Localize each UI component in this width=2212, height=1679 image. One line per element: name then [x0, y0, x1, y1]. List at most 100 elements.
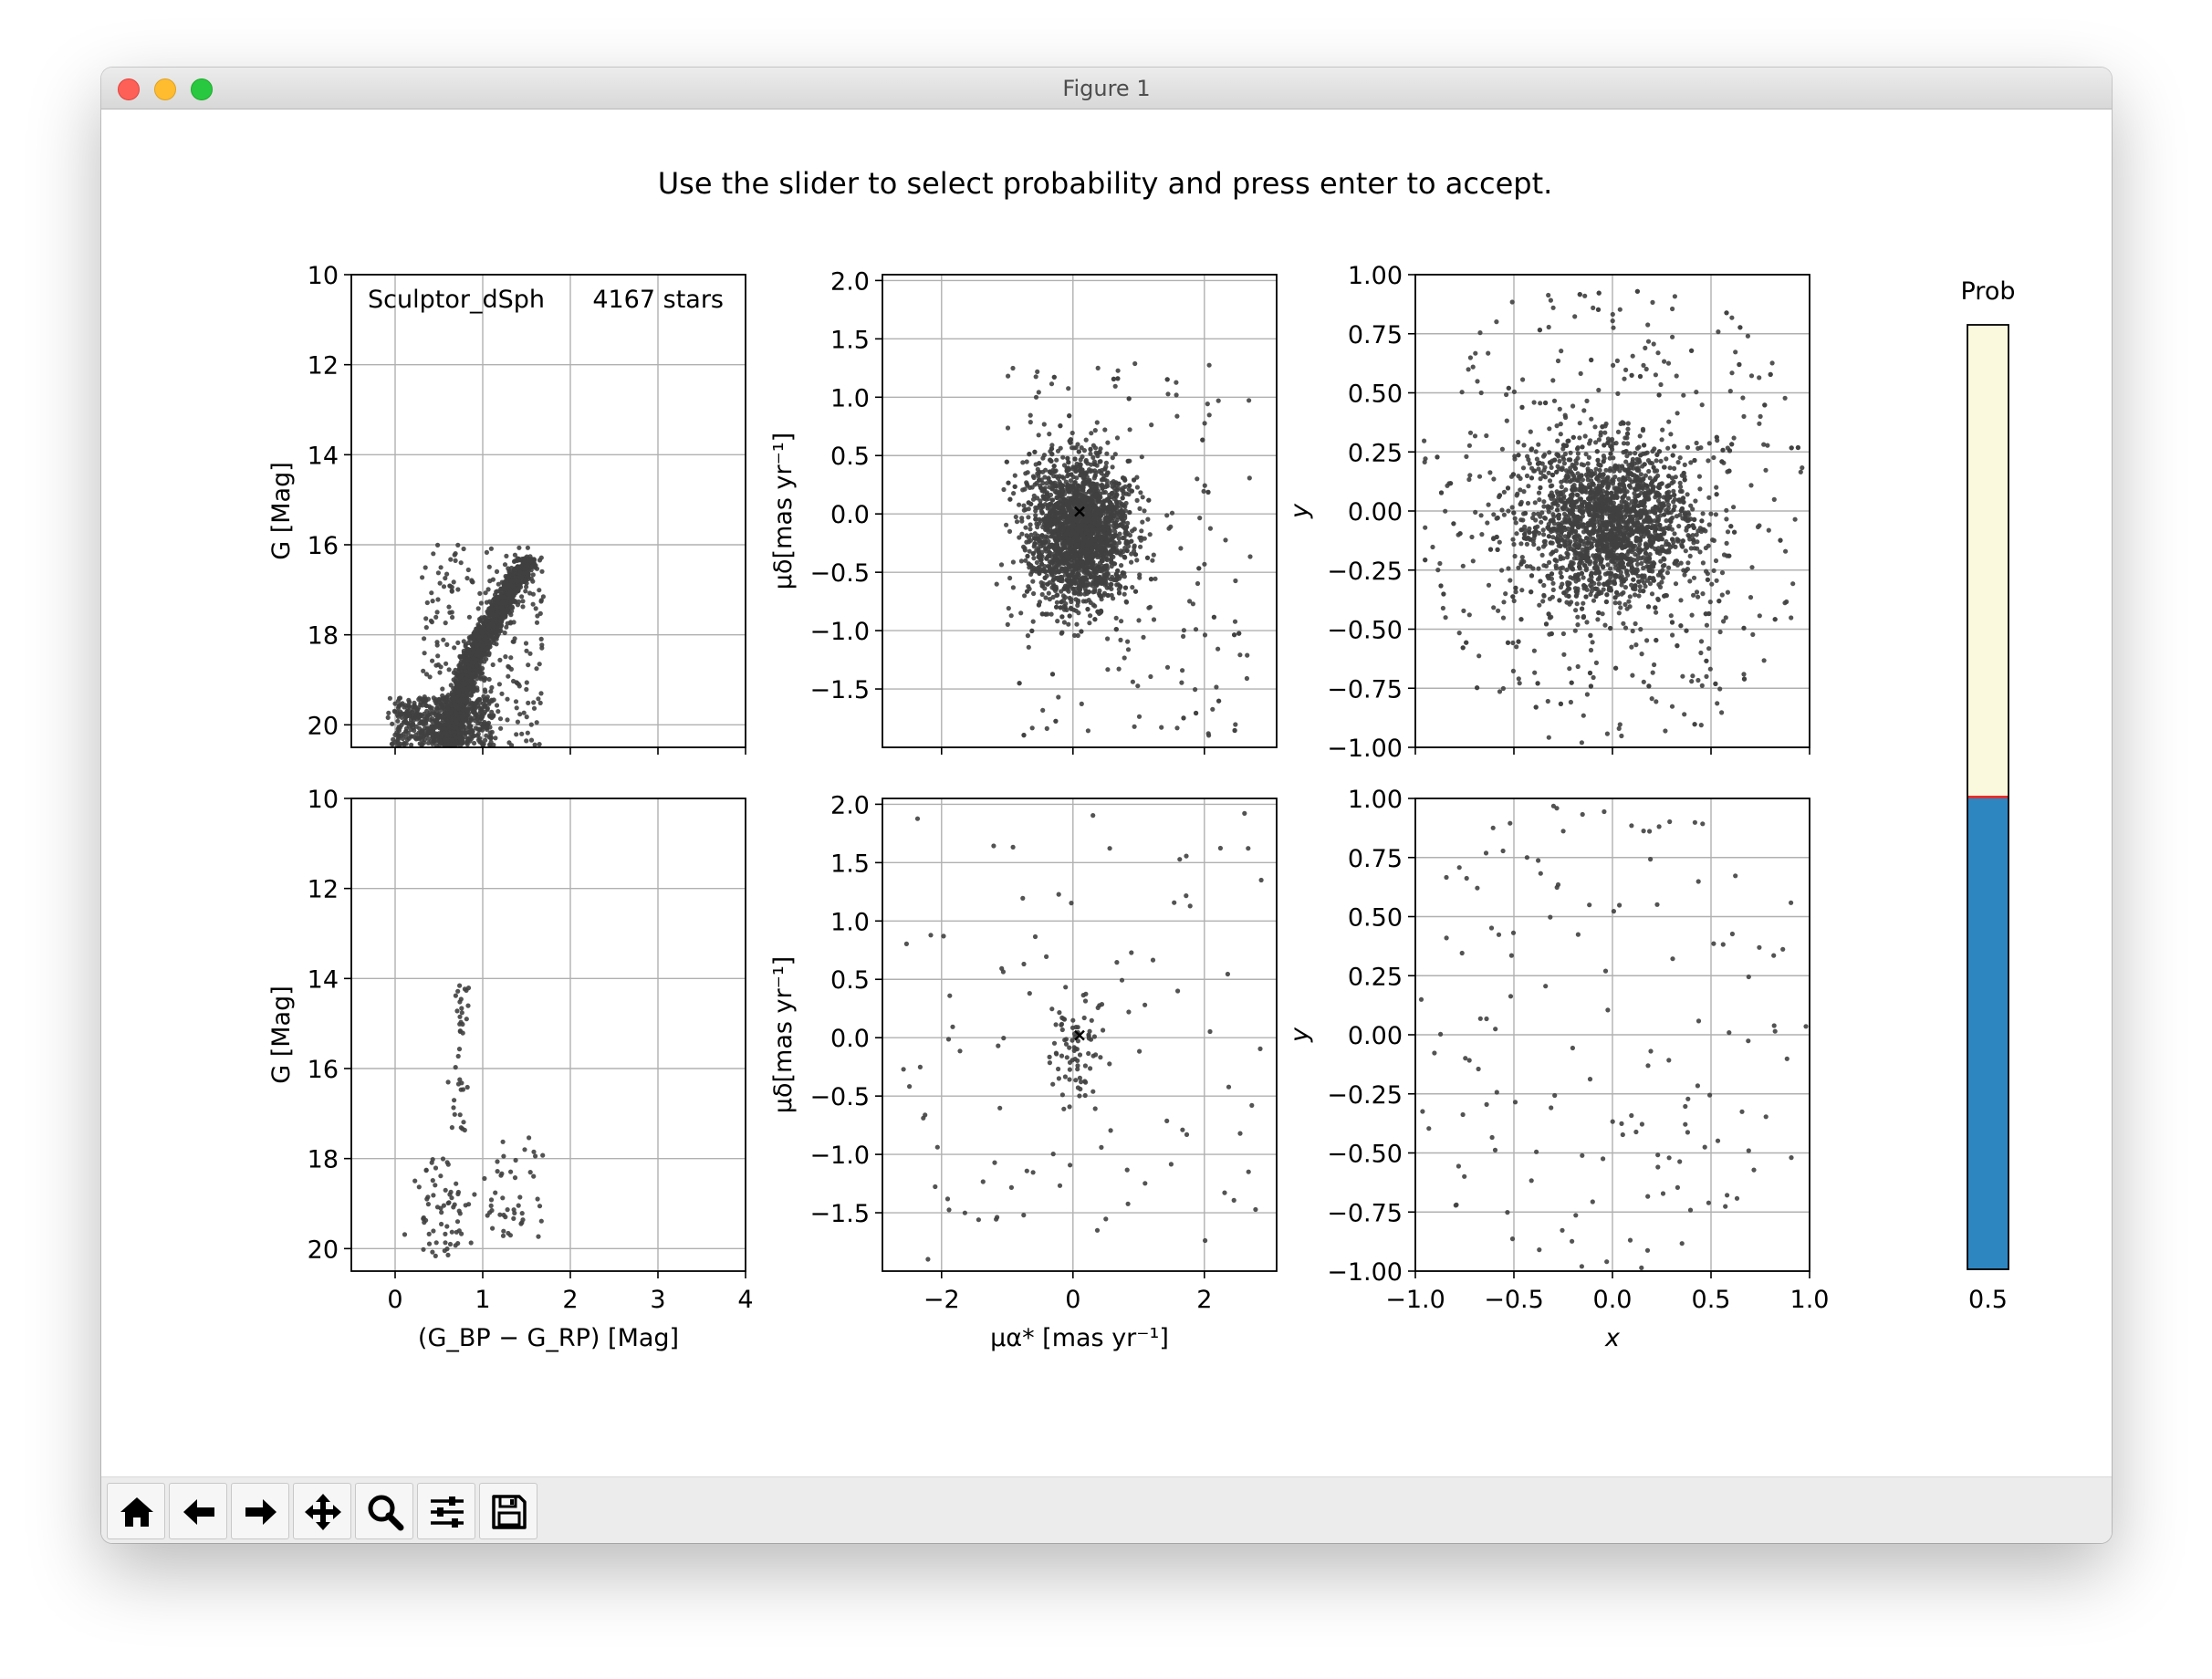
zoom-window-button[interactable] — [191, 78, 213, 100]
data-point — [456, 670, 462, 675]
data-point — [481, 675, 487, 681]
data-point — [998, 562, 1005, 568]
data-point — [1119, 619, 1124, 624]
data-point — [1207, 526, 1213, 531]
data-point — [1018, 610, 1024, 616]
data-point — [1195, 580, 1201, 587]
data-point — [519, 731, 525, 736]
data-point — [525, 730, 530, 735]
data-point — [504, 553, 509, 558]
data-point — [496, 709, 501, 714]
data-point — [1124, 548, 1130, 554]
data-point — [1108, 557, 1114, 562]
data-point — [1132, 360, 1138, 367]
data-point — [448, 557, 454, 562]
data-point — [444, 571, 450, 577]
data-point — [478, 600, 484, 606]
cluster-name-label: Sculptor_dSph — [368, 286, 545, 314]
data-point — [423, 625, 429, 631]
data-point — [489, 697, 495, 703]
figure-canvas[interactable]: Use the slider to select probability and… — [101, 109, 2112, 1477]
y-tick-label: 14 — [308, 442, 339, 470]
data-point — [1017, 681, 1022, 686]
data-point — [424, 600, 430, 606]
data-point — [486, 652, 492, 658]
data-point — [496, 600, 501, 606]
data-point — [1122, 585, 1129, 590]
data-point — [1030, 579, 1036, 584]
minimize-window-button[interactable] — [154, 78, 176, 100]
data-point — [472, 629, 477, 634]
data-point — [414, 716, 420, 722]
data-point — [508, 620, 514, 626]
data-point — [424, 725, 430, 731]
data-point — [523, 641, 529, 646]
data-point — [406, 735, 412, 741]
data-point — [1169, 510, 1175, 516]
data-point — [540, 594, 546, 600]
data-point — [435, 597, 441, 602]
data-point — [528, 722, 534, 727]
data-point — [506, 673, 511, 679]
data-point — [1103, 515, 1109, 520]
data-point — [1044, 725, 1049, 732]
data-point — [430, 599, 435, 604]
data-point — [440, 686, 445, 692]
data-point — [1059, 546, 1066, 551]
data-point — [1136, 618, 1142, 623]
data-point — [441, 584, 447, 589]
data-point — [458, 560, 464, 566]
data-point — [505, 696, 510, 702]
data-point — [1007, 528, 1013, 534]
data-point — [390, 741, 395, 747]
data-point — [1102, 489, 1108, 495]
data-point — [1054, 558, 1059, 563]
data-point — [1049, 381, 1055, 387]
data-point — [539, 642, 545, 648]
data-point — [1024, 459, 1029, 464]
data-point — [1190, 601, 1195, 607]
data-point — [1181, 715, 1186, 721]
data-point — [1052, 480, 1058, 485]
data-point — [1066, 386, 1071, 391]
data-point — [494, 641, 499, 647]
data-point — [477, 590, 483, 597]
data-point — [1054, 474, 1059, 479]
data-point — [462, 713, 467, 719]
data-point — [1061, 475, 1067, 481]
data-point — [490, 620, 496, 626]
data-point — [1106, 504, 1111, 509]
data-point — [446, 604, 452, 610]
data-point — [488, 600, 495, 606]
data-point — [473, 633, 478, 639]
close-window-button[interactable] — [118, 78, 140, 100]
figure-suptitle: Use the slider to select probability and… — [658, 166, 1553, 201]
data-point — [506, 740, 512, 746]
data-point — [1059, 600, 1064, 605]
data-point — [1092, 587, 1098, 592]
data-point — [489, 684, 495, 691]
data-point — [453, 725, 458, 731]
data-point — [1148, 577, 1154, 582]
data-point — [1118, 548, 1124, 554]
data-point — [1034, 559, 1039, 566]
data-point — [431, 551, 436, 557]
data-point — [1010, 559, 1016, 565]
data-point — [467, 714, 473, 720]
data-point — [1024, 480, 1029, 485]
data-point — [1237, 652, 1243, 658]
data-point — [420, 575, 425, 580]
data-point — [1058, 605, 1063, 610]
data-point — [428, 705, 433, 711]
data-point — [496, 682, 502, 687]
data-point — [1105, 571, 1111, 577]
data-point — [1090, 481, 1095, 486]
data-point — [1046, 590, 1051, 596]
data-point — [1060, 454, 1066, 460]
data-point — [1073, 575, 1079, 580]
data-point — [531, 705, 537, 711]
data-point — [485, 697, 490, 703]
data-point — [1089, 497, 1094, 503]
data-point — [534, 720, 539, 725]
data-point — [417, 725, 423, 732]
